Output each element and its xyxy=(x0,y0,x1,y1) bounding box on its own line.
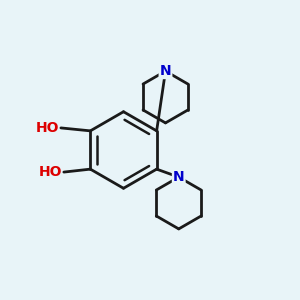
Text: HO: HO xyxy=(39,165,62,179)
Text: N: N xyxy=(173,170,184,184)
Text: HO: HO xyxy=(36,121,59,135)
Text: N: N xyxy=(160,64,171,78)
